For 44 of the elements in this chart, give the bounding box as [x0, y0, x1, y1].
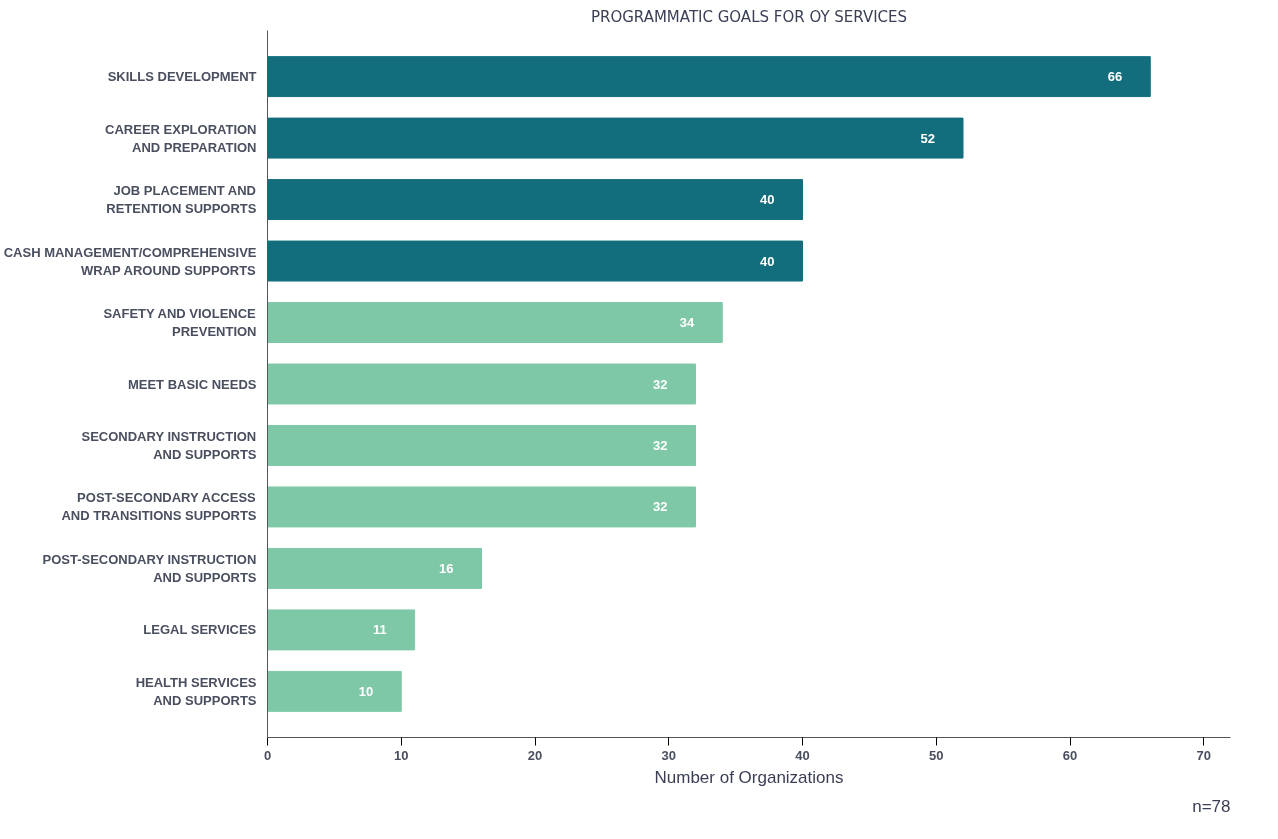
data-label: 32 [653, 376, 668, 392]
data-label: 16 [439, 560, 454, 576]
x-tick-label: 10 [394, 747, 409, 763]
bar [267, 179, 803, 221]
y-tick-label: CAREER EXPLORATION AND PREPARATION [105, 121, 257, 155]
bar [267, 486, 696, 528]
y-tick-label: SAFETY AND VIOLENCE PREVENTION [103, 306, 257, 340]
bar [267, 302, 723, 343]
bar [267, 363, 696, 405]
y-tick-label: LEGAL SERVICES [143, 622, 257, 638]
y-tick-label: POST-SECONDARY ACCESS AND TRANSITIONS SUPPORTS [61, 490, 257, 524]
x-tick-label: 20 [527, 747, 543, 763]
y-tick-label: JOB PLACEMENT AND RETENTION SUPPORTS [106, 183, 257, 217]
bar [267, 670, 402, 712]
y-tick-label: CASH MANAGEMENT/COMPREHENSIVE WRAP AROUND SUPPORTS [3, 244, 257, 278]
data-label: 40 [760, 192, 775, 208]
data-label: 32 [653, 437, 668, 453]
bar [267, 56, 1151, 98]
data-label: 40 [760, 253, 775, 269]
data-label: 52 [920, 130, 936, 146]
y-tick-label: MEET BASIC NEEDS [127, 376, 257, 392]
data-label: 32 [653, 499, 668, 515]
x-tick-label: 60 [1062, 747, 1078, 763]
bar [267, 609, 416, 651]
bar [267, 547, 482, 589]
bar [267, 240, 803, 282]
data-label: 66 [1107, 69, 1123, 85]
x-tick-label: 40 [795, 747, 810, 763]
bar [267, 425, 696, 466]
y-tick-label: HEALTH SERVICES AND SUPPORTS [135, 674, 257, 708]
data-label: 10 [358, 683, 374, 699]
x-tick-label: 0 [263, 747, 272, 763]
x-tick-label: 30 [661, 747, 676, 763]
chart-title: PROGRAMMATIC GOALS FOR OY SERVICES [590, 7, 908, 26]
y-tick-label: POST-SECONDARY INSTRUCTION AND SUPPORTS [42, 551, 257, 585]
data-label: 34 [679, 315, 696, 331]
bar [267, 117, 964, 159]
x-tick-label: 70 [1196, 747, 1211, 763]
text: n=78 [1192, 796, 1231, 816]
x-axis-title: Number of Organizations [654, 767, 844, 787]
y-tick-label: SECONDARY INSTRUCTION AND SUPPORTS [81, 428, 257, 462]
data-label: 11 [372, 622, 387, 638]
x-tick-label: 50 [929, 747, 944, 763]
y-tick-label: SKILLS DEVELOPMENT [107, 69, 257, 85]
